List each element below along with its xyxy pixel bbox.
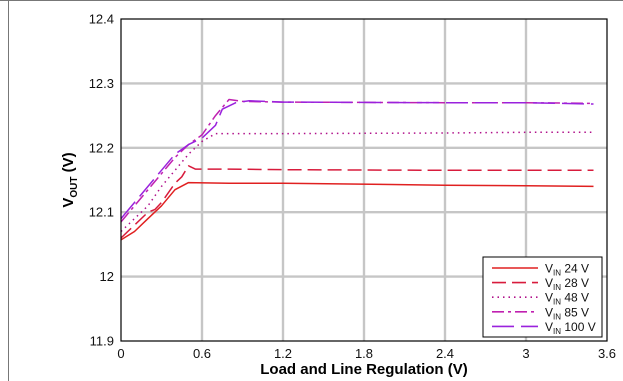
legend-label-sub: IN (553, 298, 561, 307)
x-tick-label: 3 (522, 346, 529, 361)
legend-label-sub: IN (553, 269, 561, 278)
legend-label-prefix: V (545, 276, 553, 290)
legend-label: VIN 24 V (545, 262, 589, 278)
series-line-85v (120, 98, 594, 223)
legend-label-prefix: V (545, 291, 553, 305)
y-axis-title-unit: (V) (60, 152, 77, 176)
legend-label-prefix: V (545, 305, 553, 319)
legend-label: VIN 85 V (545, 305, 589, 321)
series-line-24v (120, 181, 594, 241)
y-axis-title: VOUT (V) (60, 152, 80, 207)
series-line-28v (120, 165, 594, 239)
x-tick-label: 3.6 (598, 346, 616, 361)
y-axis-title-sub: OUT (69, 177, 80, 198)
tick-labels: 0 0.6 1.2 1.8 2.4 3 3.6 11.9 12 12.1 12.2 12.3 12.4 (89, 12, 616, 362)
frame-top-border (0, 0, 623, 1)
legend-label: VIN 28 V (545, 276, 589, 292)
y-tick-label: 12.3 (89, 76, 114, 91)
legend-label-name: 28 V (561, 276, 589, 290)
frame-left-border (8, 0, 9, 381)
plot-area-border (120, 18, 608, 342)
legend-label: VIN 48 V (545, 291, 589, 307)
legend-box (482, 256, 603, 338)
x-tick-label: 2.4 (436, 346, 454, 361)
series-lines (120, 98, 594, 241)
legend-label: VIN 100 V (545, 320, 596, 336)
y-tick-label: 12 (100, 269, 114, 284)
legend-label-sub: IN (553, 312, 561, 321)
legend-label-sub: IN (553, 327, 561, 336)
series-line-48v (120, 131, 594, 233)
legend-label-name: 100 V (561, 320, 596, 334)
y-tick-label: 11.9 (90, 334, 114, 349)
x-tick-label: 0 (117, 346, 124, 361)
series-line-100v (120, 100, 594, 220)
x-tick-label: 1.2 (274, 346, 292, 361)
x-axis-title: Load and Line Regulation (V) (260, 361, 468, 378)
legend-label-prefix: V (545, 320, 553, 334)
y-tick-label: 12.4 (89, 12, 114, 27)
y-axis-title-main: V (60, 198, 77, 208)
legend-label-sub: IN (553, 283, 561, 292)
x-tick-label: 1.8 (355, 346, 373, 361)
y-tick-label: 12.1 (89, 205, 114, 220)
legend-label-name: 48 V (561, 291, 589, 305)
legend-label-name: 24 V (561, 262, 589, 276)
y-tick-label: 12.2 (89, 140, 114, 155)
legend-label-name: 85 V (561, 305, 589, 319)
x-tick-label: 0.6 (193, 346, 211, 361)
legend-label-prefix: V (545, 262, 553, 276)
